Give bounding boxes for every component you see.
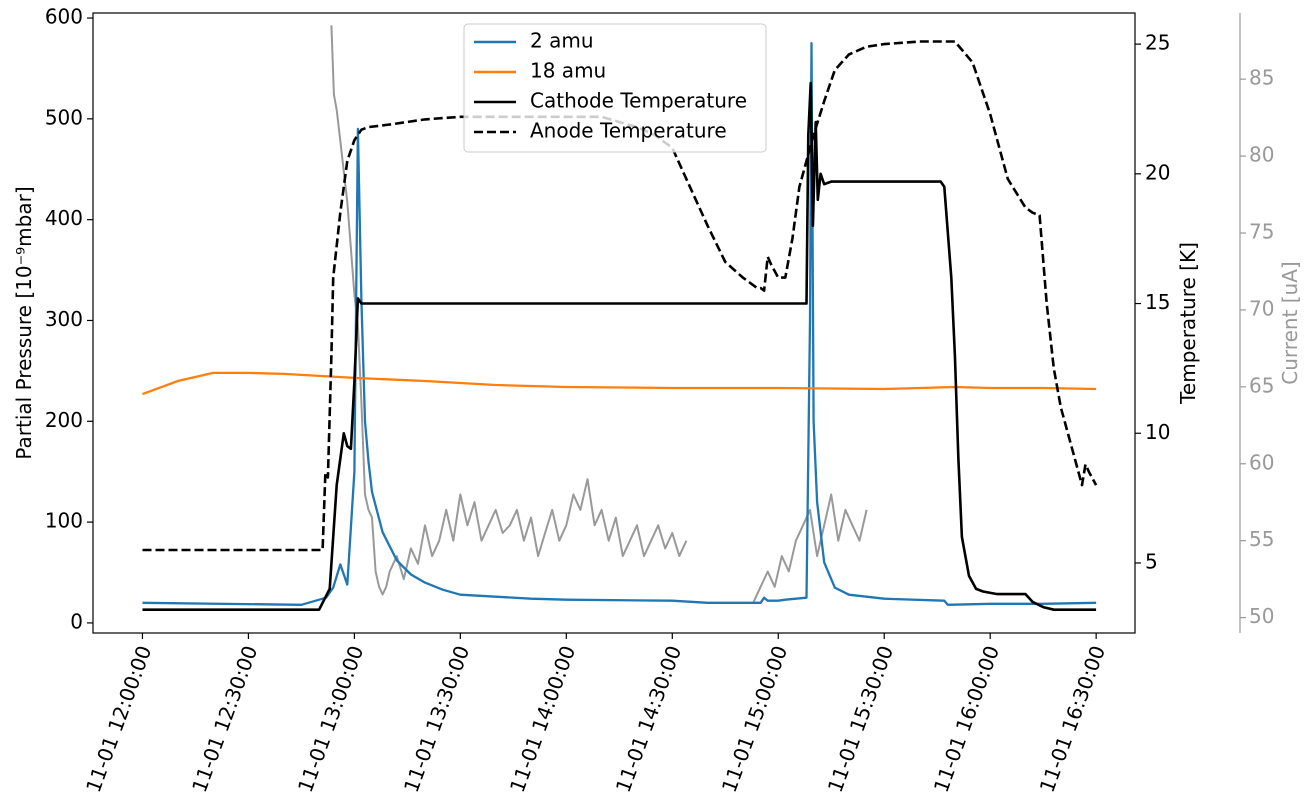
x-tick-label: 11-01 16:00:00 [929, 642, 1004, 795]
series-line-2-amu [142, 42, 1097, 606]
x-tick-label: 11-01 13:30:00 [399, 642, 474, 795]
y-left-tick-label: 200 [45, 408, 83, 432]
y-right-tick-label: 10 [1145, 420, 1170, 444]
y-current-tick-label: 55 [1249, 527, 1274, 551]
y-axis-title-current: Current [uA] [1278, 261, 1302, 384]
y-left-tick-label: 0 [70, 609, 83, 633]
y-right-tick-label: 5 [1145, 549, 1158, 573]
series-line-cathode-temperature [142, 81, 1097, 611]
y-current-tick-label: 50 [1249, 604, 1274, 628]
y-current-tick-label: 65 [1249, 373, 1274, 397]
legend-label: 18 amu [530, 59, 606, 83]
y-left-tick-label: 500 [45, 105, 83, 129]
legend-label: Anode Temperature [530, 119, 727, 143]
x-tick-label: 11-01 16:30:00 [1035, 642, 1110, 795]
y-current-tick-label: 60 [1249, 450, 1274, 474]
x-tick-label: 11-01 12:30:00 [187, 642, 262, 795]
y-right-tick-label: 20 [1145, 160, 1170, 184]
legend-label: Cathode Temperature [530, 89, 747, 113]
y-current-tick-label: 75 [1249, 220, 1274, 244]
plot-area [142, 25, 1098, 611]
y-left-tick-label: 400 [45, 206, 83, 230]
y-right-tick-label: 15 [1145, 290, 1170, 314]
y-left-tick-label: 100 [45, 509, 83, 533]
series-line-18-amu [142, 371, 1097, 396]
series-line-current-0 [330, 25, 688, 596]
series-line-current-1 [752, 493, 868, 603]
y-current-tick-label: 85 [1249, 66, 1274, 90]
legend-label: 2 amu [530, 29, 594, 53]
x-tick-label: 11-01 15:30:00 [823, 642, 898, 795]
y-right-tick-label: 25 [1145, 31, 1170, 55]
x-tick-label: 11-01 13:00:00 [293, 642, 368, 795]
y-axis-title-temperature: Temperature [K] [1176, 242, 1200, 405]
y-current-tick-label: 80 [1249, 143, 1274, 167]
y-current-tick-label: 70 [1249, 296, 1274, 320]
y-axis-title-pressure: Partial Pressure [10⁻⁹mbar] [12, 186, 36, 459]
series-layer [142, 25, 1098, 611]
legend-box [463, 23, 767, 153]
x-tick-label: 11-01 12:00:00 [81, 642, 156, 795]
legend: 2 amu 18 amu Cathode Temperature Anode Temp… [463, 23, 767, 153]
y-left-tick-label: 300 [45, 307, 83, 331]
x-tick-label: 11-01 15:00:00 [717, 642, 792, 795]
series-line-anode-temperature [142, 40, 1098, 552]
y-left-tick-label: 600 [45, 5, 83, 29]
plot-frame [92, 12, 1136, 634]
x-tick-label: 11-01 14:00:00 [505, 642, 580, 795]
x-tick-label: 11-01 14:30:00 [611, 642, 686, 795]
